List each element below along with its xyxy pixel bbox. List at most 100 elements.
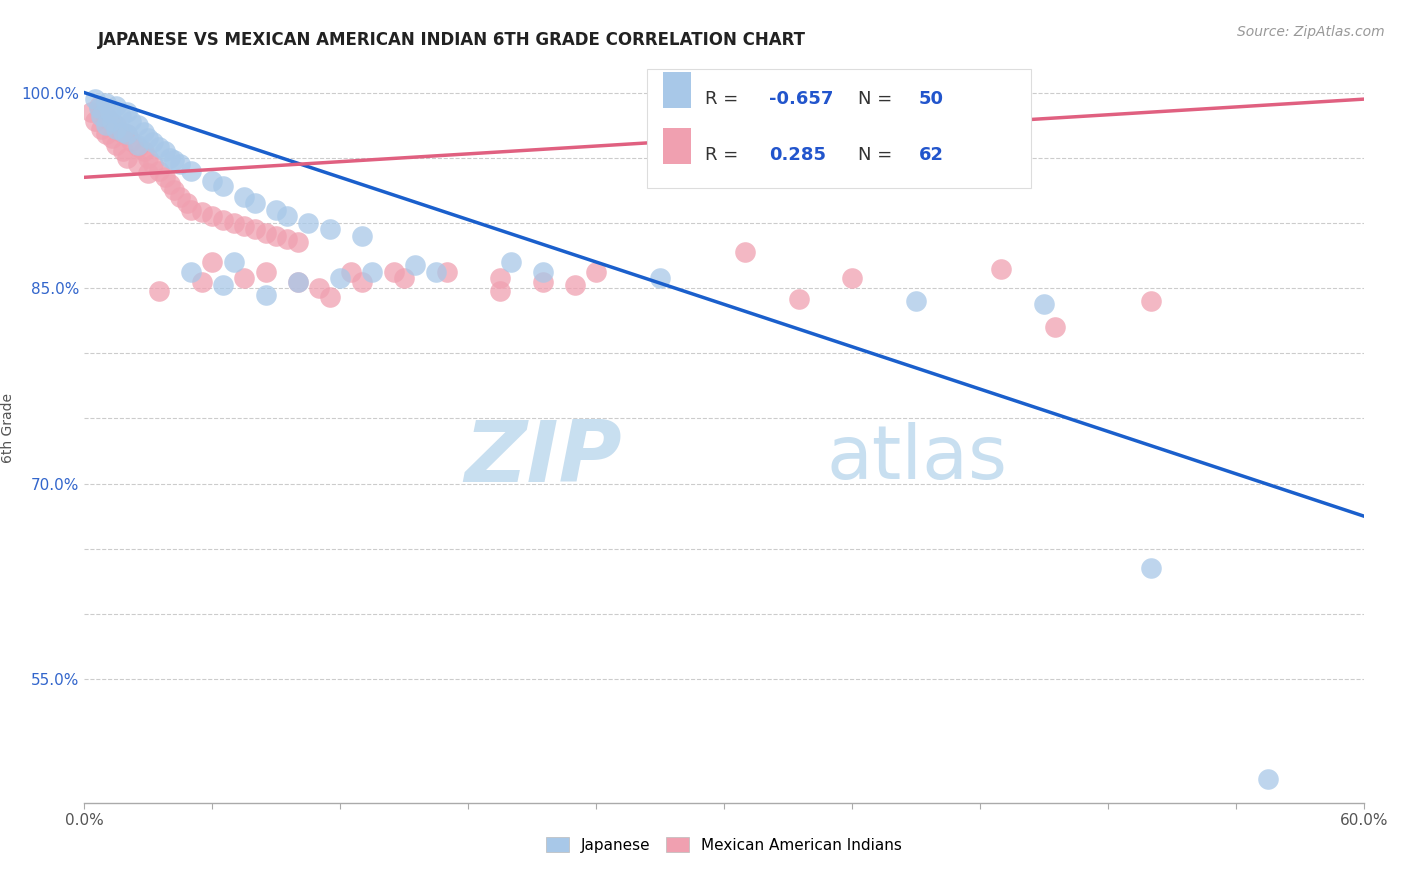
Point (297, 216, 319, 230)
Point (169, 157, 191, 171)
Point (148, 284, 170, 298)
Point (132, 125, 155, 139)
Point (142, 135, 165, 149)
Point (120, 114, 142, 128)
Point (201, 210, 224, 224)
Point (148, 163, 170, 178)
Point (115, 128, 138, 142)
Point (115, 105, 138, 120)
Point (222, 255, 245, 269)
Point (318, 222, 340, 236)
Point (89, 101, 111, 115)
Point (115, 128, 138, 142)
Point (1257, 772, 1279, 787)
Text: N =: N = (859, 90, 898, 108)
Point (84, 92, 107, 106)
Point (264, 202, 288, 217)
Point (105, 118, 128, 132)
Point (94, 96, 117, 111)
Point (127, 137, 149, 152)
Text: 50: 50 (918, 90, 943, 108)
Y-axis label: 6th Grade: 6th Grade (0, 393, 14, 463)
Text: -0.657: -0.657 (769, 90, 834, 108)
Point (564, 278, 586, 293)
Point (212, 213, 235, 227)
Point (94, 128, 117, 142)
Point (489, 284, 512, 298)
Point (94, 109, 117, 123)
Point (222, 216, 245, 230)
Point (89, 98, 111, 112)
Point (105, 137, 128, 152)
FancyBboxPatch shape (662, 72, 690, 108)
Point (350, 275, 373, 289)
Point (80, 105, 103, 120)
Text: N =: N = (859, 146, 898, 164)
Point (233, 270, 256, 285)
Point (127, 157, 149, 171)
Text: 0.285: 0.285 (769, 146, 825, 164)
Point (201, 174, 224, 188)
Point (233, 219, 256, 233)
Point (115, 151, 138, 165)
Point (276, 210, 298, 224)
Point (212, 278, 235, 293)
Point (318, 290, 340, 304)
Point (287, 275, 309, 289)
Point (254, 227, 277, 241)
Point (148, 140, 170, 154)
Point (425, 265, 447, 279)
FancyBboxPatch shape (662, 128, 690, 164)
Point (127, 118, 149, 132)
Point (138, 166, 160, 180)
Point (287, 275, 309, 289)
Point (531, 275, 554, 289)
Point (111, 145, 134, 159)
Point (1043, 320, 1066, 334)
Point (787, 292, 810, 306)
Text: Source: ZipAtlas.com: Source: ZipAtlas.com (1237, 25, 1385, 39)
Point (394, 270, 416, 285)
Point (340, 265, 363, 279)
Point (190, 205, 212, 219)
Point (101, 131, 124, 145)
Point (585, 265, 607, 279)
Point (190, 275, 212, 289)
Point (98, 105, 121, 120)
Point (350, 229, 373, 244)
Point (276, 231, 298, 245)
Point (111, 125, 134, 139)
Point (180, 163, 202, 178)
Point (180, 202, 202, 217)
Point (138, 151, 160, 165)
Point (287, 235, 309, 250)
Point (212, 179, 235, 194)
Point (382, 265, 405, 279)
Point (163, 153, 186, 168)
Point (90, 122, 112, 136)
Point (180, 265, 202, 279)
Point (264, 229, 288, 244)
Point (159, 177, 181, 191)
Point (1139, 561, 1161, 575)
Point (905, 294, 928, 309)
Text: 62: 62 (918, 146, 943, 164)
Point (110, 109, 132, 123)
Point (176, 196, 198, 211)
Point (84, 114, 107, 128)
FancyBboxPatch shape (647, 69, 1031, 188)
Point (127, 140, 149, 154)
Point (98, 114, 121, 128)
Point (155, 170, 177, 185)
Point (308, 281, 330, 295)
Point (734, 244, 756, 259)
Point (404, 258, 426, 272)
Point (142, 157, 165, 171)
Point (110, 125, 132, 139)
Point (90, 109, 112, 123)
Point (531, 265, 554, 279)
Text: ZIP: ZIP (464, 417, 621, 500)
Point (105, 122, 128, 136)
Point (243, 196, 266, 211)
Point (361, 265, 384, 279)
